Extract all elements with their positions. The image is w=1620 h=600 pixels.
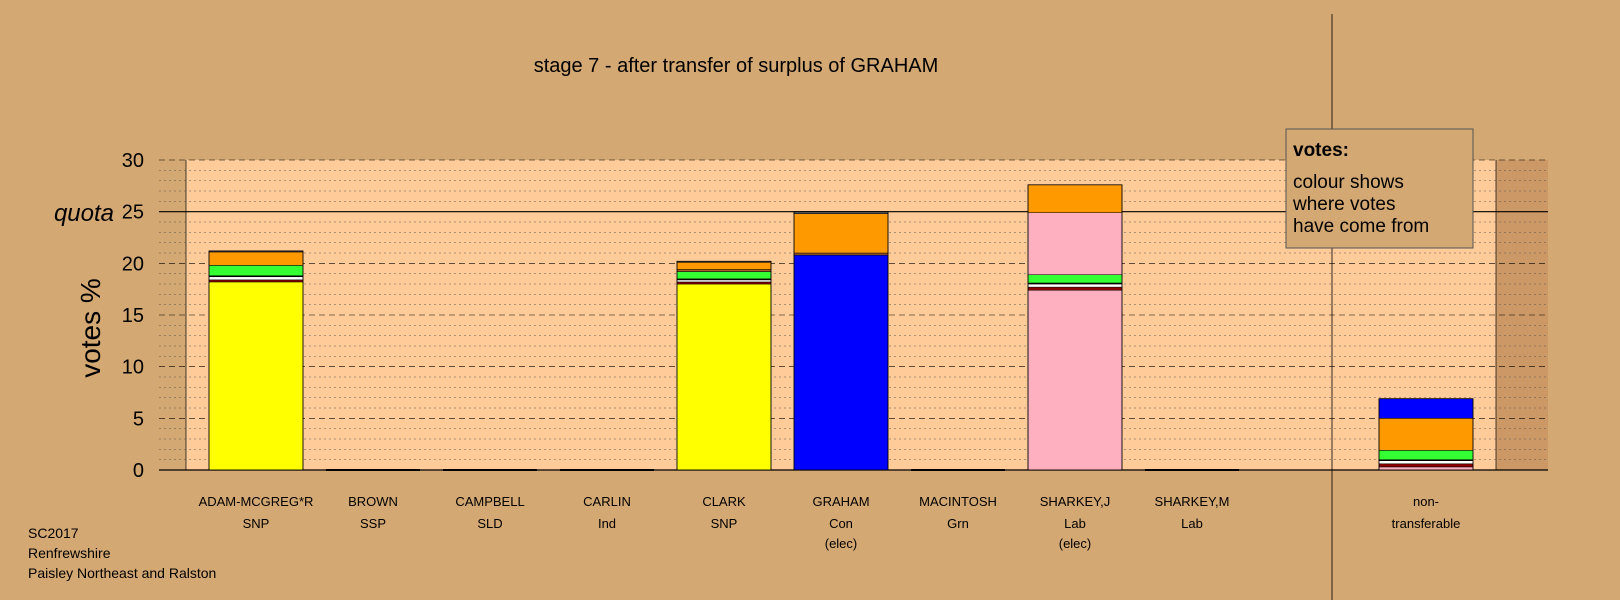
bar-outline bbox=[676, 260, 772, 471]
x-label-name: non- bbox=[1413, 494, 1439, 509]
x-label-note: (elec) bbox=[1059, 536, 1092, 551]
x-label-name: MACINTOSH bbox=[919, 494, 997, 509]
bar-segment bbox=[1027, 184, 1123, 213]
bar-segment bbox=[676, 262, 772, 270]
legend: votes: colour shows where votes have com… bbox=[1285, 128, 1474, 249]
bar-segment bbox=[208, 276, 304, 281]
y-tick-label: 30 bbox=[122, 150, 144, 172]
bar-segment bbox=[1378, 466, 1474, 471]
x-label-party: Lab bbox=[1181, 516, 1203, 531]
quota-label: quota bbox=[54, 200, 114, 227]
x-label-name: CAMPBELL bbox=[455, 494, 524, 509]
bar-segment bbox=[208, 251, 304, 266]
y-tick-label: 0 bbox=[133, 460, 144, 482]
legend-title: votes: bbox=[1293, 140, 1349, 161]
bar-segment bbox=[676, 269, 772, 272]
x-label-name: ADAM-MCGREG*R bbox=[199, 494, 314, 509]
bar-segment bbox=[1378, 463, 1474, 468]
bar-outline bbox=[1378, 398, 1474, 471]
bar-segment bbox=[1027, 283, 1123, 288]
x-label-name: SHARKEY,M bbox=[1155, 494, 1230, 509]
bar-segment bbox=[1027, 274, 1123, 284]
bar-segment bbox=[1378, 398, 1474, 419]
footer: SC2017 Renfrewshire Paisley Northeast an… bbox=[28, 523, 216, 583]
bar-outline bbox=[208, 250, 304, 471]
y-tick-label: 25 bbox=[122, 202, 144, 224]
bar-segment bbox=[793, 254, 889, 471]
x-label-party: Grn bbox=[947, 516, 969, 531]
x-label-name: CARLIN bbox=[583, 494, 631, 509]
footer-council: Renfrewshire bbox=[28, 545, 111, 561]
legend-line-3: have come from bbox=[1293, 216, 1429, 237]
x-label-name: CLARK bbox=[702, 494, 746, 509]
x-label-party: transferable bbox=[1392, 516, 1461, 531]
bar-segment bbox=[1027, 212, 1123, 275]
bar-segment bbox=[208, 279, 304, 283]
x-label-party: Lab bbox=[1064, 516, 1086, 531]
footer-ward: Paisley Northeast and Ralston bbox=[28, 565, 217, 581]
x-label-party: SSP bbox=[360, 516, 386, 531]
bar-segment bbox=[676, 271, 772, 280]
x-label-party: SLD bbox=[477, 516, 502, 531]
bars bbox=[208, 184, 1474, 471]
legend-box bbox=[1285, 128, 1474, 249]
footer-election: SC2017 bbox=[28, 525, 79, 541]
bar-segment bbox=[793, 213, 889, 254]
bar-segment bbox=[1378, 460, 1474, 465]
x-label-party: Con bbox=[829, 516, 853, 531]
y-tick-label: 5 bbox=[133, 408, 144, 430]
y-ticks: 0 5 10 15 20 25 30 bbox=[122, 150, 144, 482]
bar-outline bbox=[793, 211, 889, 471]
bar-segment bbox=[793, 252, 889, 256]
x-labels: ADAM-MCGREG*R SNP BROWN SSP CAMPBELL SLD CARLI… bbox=[199, 494, 1461, 551]
y-axis-label: votes % bbox=[75, 278, 106, 378]
x-label-note: (elec) bbox=[825, 536, 858, 551]
x-label-party: Ind bbox=[598, 516, 616, 531]
bar-segment bbox=[1027, 289, 1123, 471]
bar-segment bbox=[676, 281, 772, 285]
y-tick-label: 15 bbox=[122, 305, 144, 327]
x-label-name: GRAHAM bbox=[812, 494, 869, 509]
bar-segment bbox=[676, 279, 772, 283]
bar-segment bbox=[208, 265, 304, 276]
x-label-party: SNP bbox=[711, 516, 738, 531]
bar-outline bbox=[1027, 184, 1123, 471]
legend-line-1: colour shows bbox=[1293, 172, 1404, 193]
bar-segment bbox=[1378, 418, 1474, 451]
x-label-party: SNP bbox=[243, 516, 270, 531]
legend-line-2: where votes bbox=[1292, 194, 1395, 215]
bar-segment bbox=[676, 283, 772, 471]
bar-segment bbox=[1378, 450, 1474, 460]
x-label-name: SHARKEY,J bbox=[1040, 494, 1111, 509]
chart-title: stage 7 - after transfer of surplus of G… bbox=[534, 55, 939, 77]
y-tick-label: 10 bbox=[122, 357, 144, 379]
bar-segment bbox=[1027, 286, 1123, 291]
bar-segment bbox=[208, 281, 304, 471]
y-tick-label: 20 bbox=[122, 253, 144, 275]
x-label-name: BROWN bbox=[348, 494, 398, 509]
